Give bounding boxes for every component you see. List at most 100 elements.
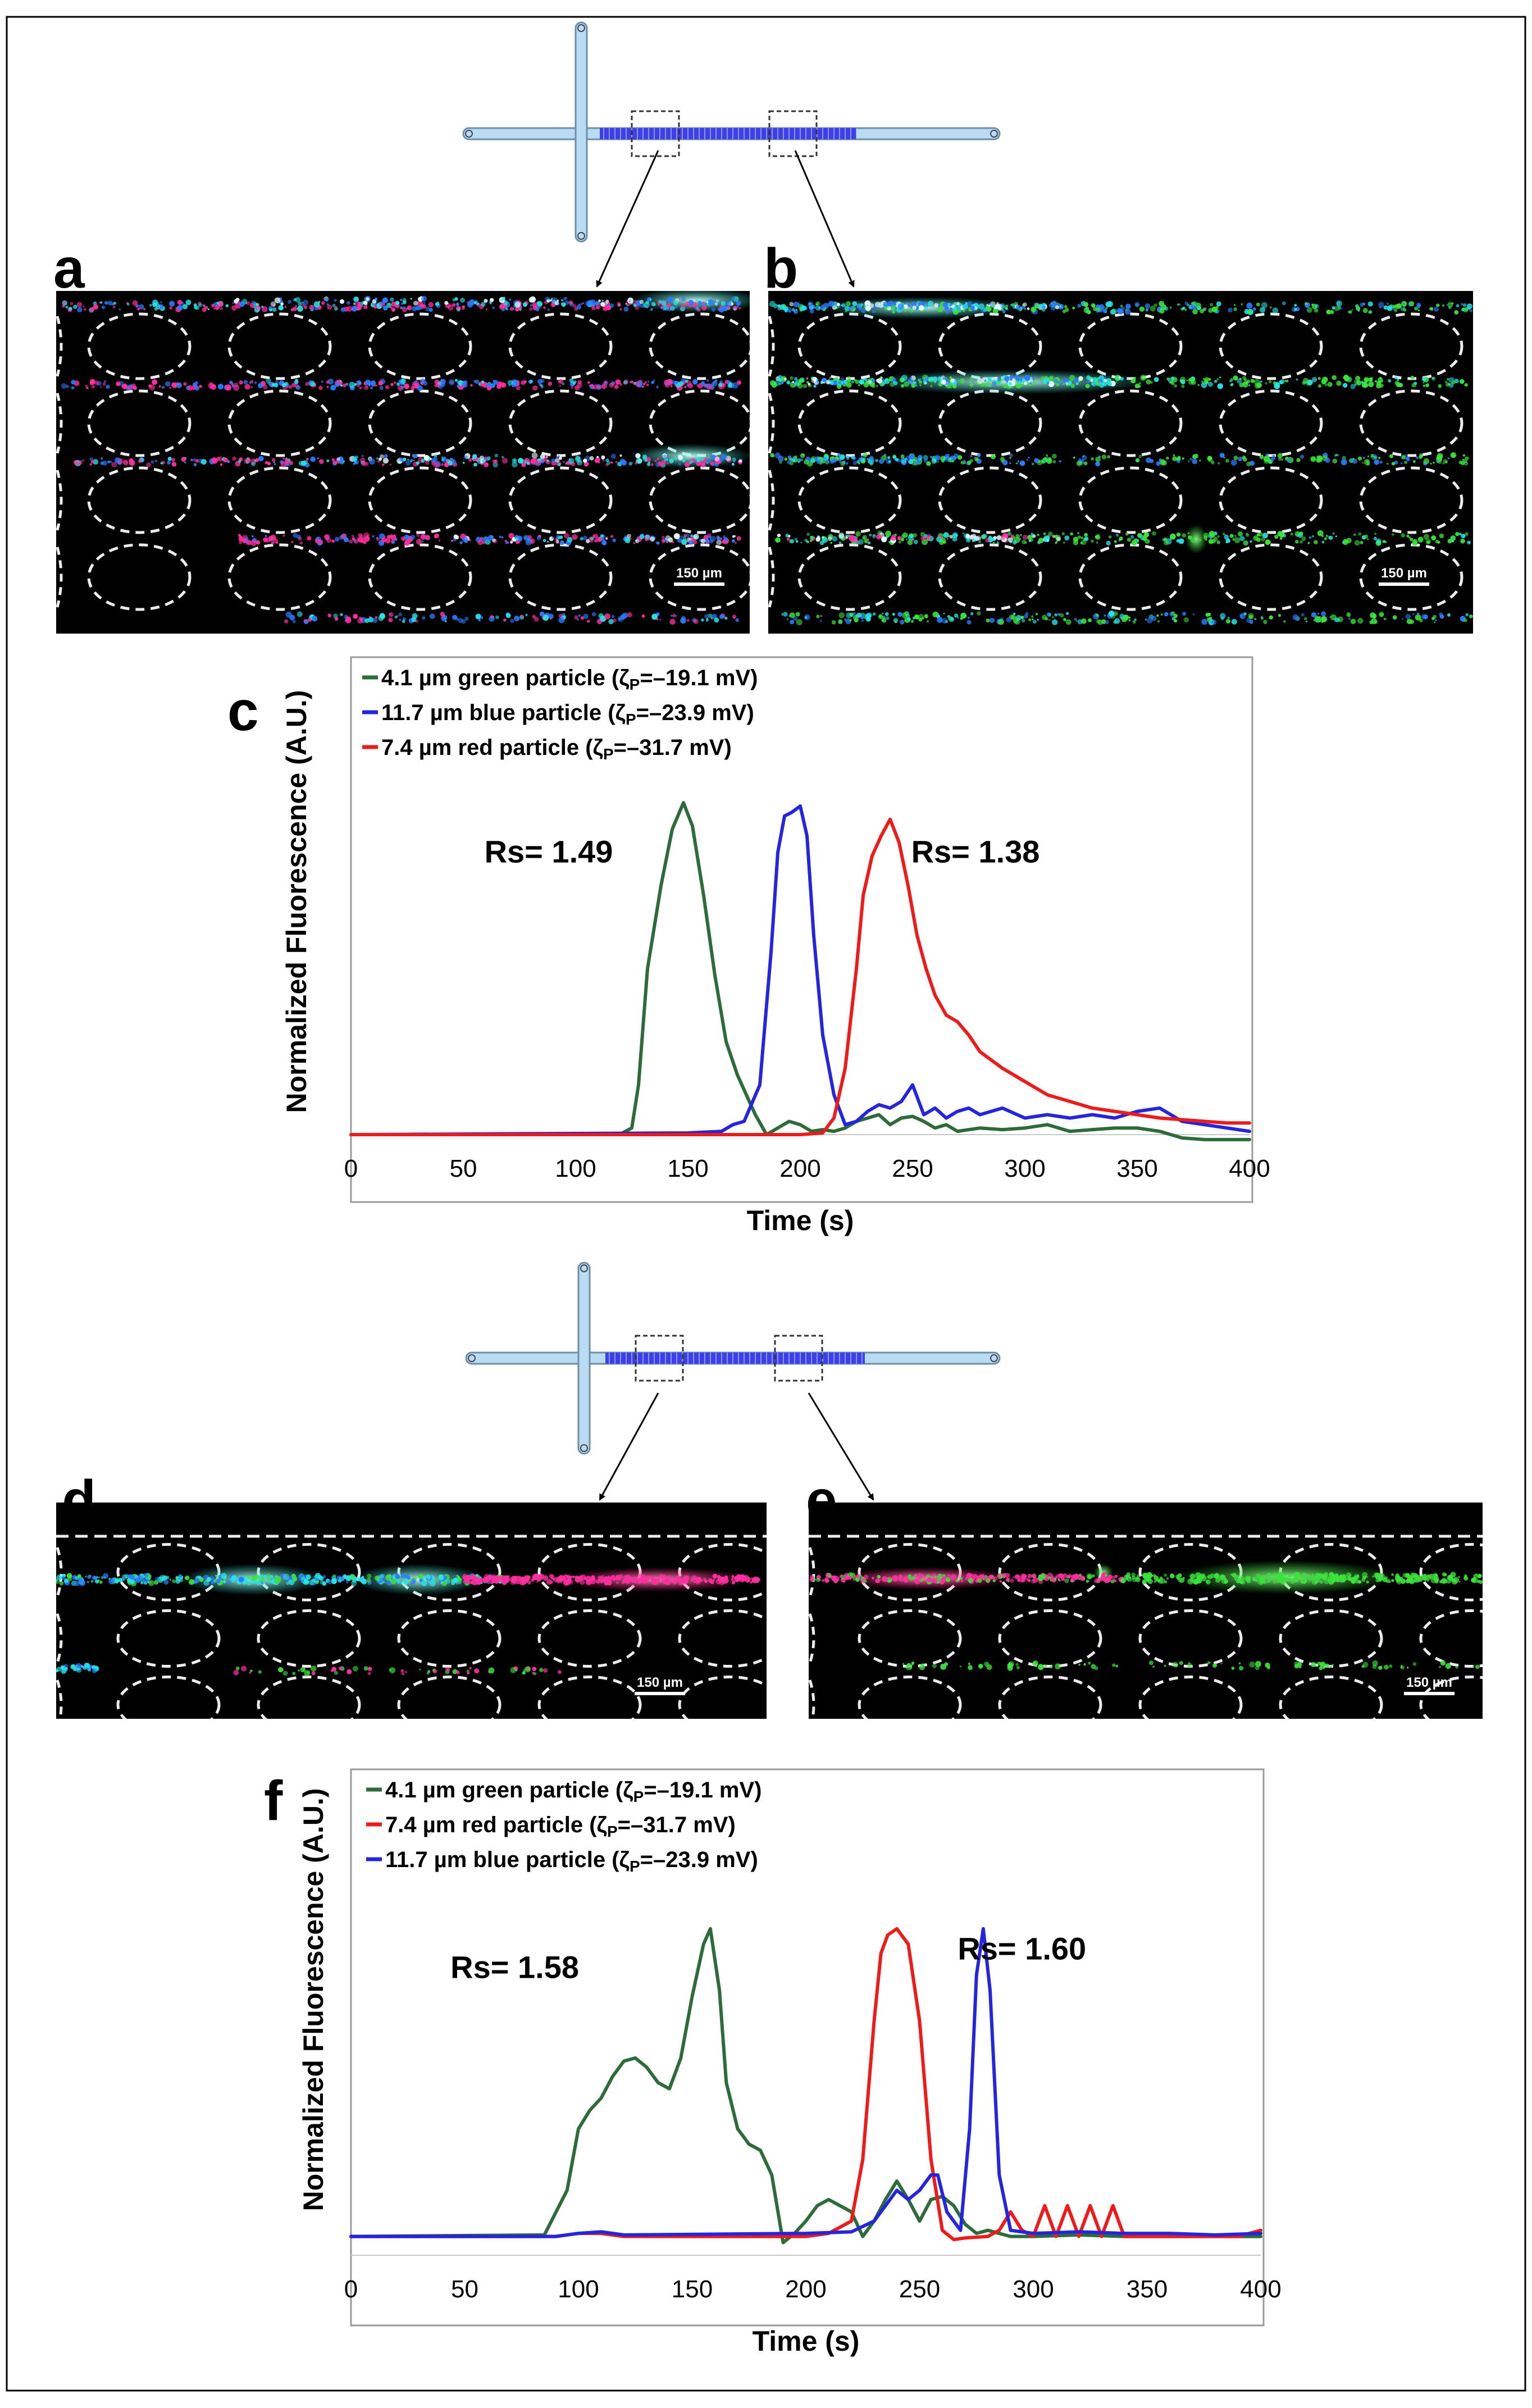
fluorescent-particle <box>1013 618 1019 623</box>
fluorescent-particle <box>1321 379 1326 384</box>
fluorescent-particle <box>1095 535 1099 539</box>
fluorescent-particle <box>1445 461 1447 463</box>
fluorescent-particle <box>1064 1578 1069 1583</box>
fluorescent-particle <box>623 380 628 385</box>
fluorescent-particle <box>846 456 849 458</box>
fluorescent-particle <box>861 620 864 622</box>
fluorescent-particle <box>1407 1575 1410 1578</box>
fluorescent-particle <box>434 534 439 539</box>
fluorescent-particle <box>1337 454 1339 456</box>
fluorescent-particle <box>1105 620 1109 624</box>
fluorescent-particle <box>924 306 928 310</box>
fluorescent-particle <box>651 302 655 306</box>
fluorescent-particle <box>592 612 596 617</box>
fluorescent-particle <box>1269 380 1271 383</box>
fluorescent-particle <box>864 302 867 305</box>
fluorescent-particle <box>911 1663 914 1665</box>
fluorescent-particle <box>548 381 552 386</box>
fluorescent-particle <box>1278 614 1281 617</box>
fluorescent-particle <box>1243 612 1246 615</box>
fluorescent-particle <box>1266 1573 1271 1578</box>
fluorescent-particle <box>828 301 835 307</box>
fluorescent-particle <box>852 538 857 543</box>
fluorescent-particle <box>526 538 531 543</box>
fluorescent-particle <box>56 1580 60 1584</box>
fluorescent-particle <box>706 379 709 382</box>
fluorescent-particle <box>486 308 487 310</box>
fluorescent-particle <box>1226 619 1230 623</box>
fluorescent-particle <box>365 380 371 385</box>
fluorescent-particle <box>1119 376 1121 379</box>
fluorescent-particle <box>171 458 175 462</box>
fluorescent-particle <box>1205 377 1209 382</box>
fluorescent-particle <box>859 306 863 310</box>
fluorescent-particle <box>116 381 120 386</box>
fluorescent-particle <box>1224 535 1229 540</box>
fluorescent-particle <box>1249 1662 1255 1668</box>
fluorescent-particle <box>816 537 820 541</box>
fluorescent-particle <box>1171 382 1175 385</box>
fluorescent-particle <box>349 540 353 544</box>
fluorescent-particle <box>656 386 658 388</box>
fluorescent-particle <box>1265 539 1270 545</box>
fluorescent-particle <box>558 1576 561 1579</box>
fluorescent-particle <box>92 1667 94 1669</box>
fluorescent-particle <box>1038 304 1042 308</box>
fluorescent-particle <box>809 308 812 311</box>
fluorescent-particle <box>1372 1664 1376 1669</box>
fluorescent-particle <box>629 301 631 302</box>
fluorescent-particle <box>1216 302 1221 307</box>
fluorescent-particle <box>135 1574 139 1578</box>
fluorescent-particle <box>1315 304 1319 308</box>
fluorescent-particle <box>261 306 263 308</box>
fluorescent-particle <box>466 539 468 541</box>
fluorescent-particle <box>154 307 158 311</box>
fluorescent-particle <box>363 532 370 539</box>
fluorescent-particle <box>295 305 298 307</box>
fluorescent-particle <box>884 379 890 384</box>
fluorescent-particle <box>384 454 387 458</box>
fluorescent-particle <box>1384 1665 1389 1670</box>
fluorescent-particle <box>1184 308 1187 311</box>
fluorescent-particle <box>1033 1577 1038 1583</box>
fluorescent-particle <box>1393 308 1395 311</box>
fluorescent-particle <box>705 384 708 386</box>
fluorescent-particle <box>258 541 259 543</box>
fluorescent-particle <box>587 620 590 623</box>
fluorescent-particle <box>1300 540 1303 544</box>
fluorescent-particle <box>710 536 716 542</box>
fluorescent-particle <box>894 1578 897 1581</box>
fluorescent-particle <box>359 540 362 542</box>
fluorescent-particle <box>334 299 337 302</box>
fluorescent-particle <box>300 541 303 544</box>
fluorescent-particle <box>85 1576 86 1577</box>
fluorescent-particle <box>1186 380 1188 381</box>
fluorescent-particle <box>1401 533 1406 538</box>
fluorescent-particle <box>411 298 412 299</box>
fluorescent-particle <box>1260 380 1262 383</box>
fluorescent-particle <box>258 1670 262 1673</box>
fluorescent-particle <box>683 456 686 458</box>
fluorescent-particle <box>683 1579 689 1585</box>
fluorescent-particle <box>583 459 587 463</box>
fluorescent-particle <box>573 304 577 308</box>
fluorescent-particle <box>1162 539 1164 541</box>
fluorescent-particle <box>138 459 142 463</box>
fluorescent-particle <box>1080 536 1083 539</box>
fluorescent-particle <box>238 460 241 463</box>
fluorescent-particle <box>815 459 818 461</box>
fluorescent-particle <box>1107 381 1112 386</box>
fluorescent-particle <box>1418 309 1420 312</box>
fluorescent-particle <box>796 612 800 617</box>
fluorescent-particle <box>960 461 963 463</box>
fluorescent-particle <box>430 458 432 460</box>
fluorescent-particle <box>1234 537 1241 543</box>
fluorescent-particle <box>492 539 496 543</box>
micrograph-d: 150 µm <box>54 1503 781 1733</box>
fluorescent-particle <box>828 537 832 541</box>
fluorescent-particle <box>219 302 224 306</box>
fluorescent-particle <box>346 301 350 305</box>
fluorescent-particle <box>839 612 845 618</box>
fluorescent-particle <box>673 300 678 305</box>
